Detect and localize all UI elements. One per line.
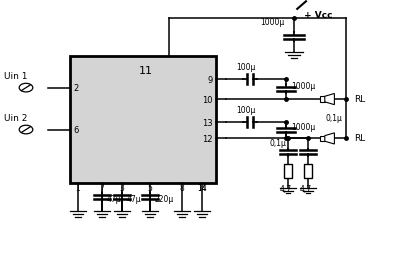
Text: 1000μ: 1000μ [260,18,284,27]
Text: 100μ: 100μ [236,106,256,115]
Text: 220μ: 220μ [155,195,174,204]
Text: 10: 10 [202,96,213,105]
Text: RL: RL [354,134,365,143]
Text: 47μ: 47μ [107,195,122,204]
Text: 12: 12 [202,135,213,144]
Text: RL: RL [354,94,365,104]
Text: 0,1μ: 0,1μ [269,139,286,148]
Text: 47μ: 47μ [127,195,142,204]
Text: 100μ: 100μ [236,63,256,72]
Polygon shape [325,133,334,144]
Bar [320,136,325,141]
Text: 14: 14 [197,184,207,193]
Text: 1: 1 [76,184,80,193]
Text: 7: 7 [100,184,104,193]
Text: 4,7: 4,7 [280,185,292,194]
Text: 1000μ: 1000μ [291,82,315,91]
Text: Uin 2: Uin 2 [4,114,27,123]
Text: 8: 8 [180,184,184,193]
Text: 9: 9 [208,75,213,85]
Text: 11: 11 [139,66,153,76]
Bar [304,165,312,178]
Bar [70,56,216,183]
Text: + Vcc: + Vcc [304,11,332,20]
Text: Uin 1: Uin 1 [4,72,28,81]
Text: 5: 5 [148,184,152,193]
Text: 2: 2 [73,84,78,93]
Text: 1000μ: 1000μ [291,123,315,132]
Bar [284,165,292,178]
Text: 13: 13 [202,119,213,128]
Text: 14: 14 [197,184,207,193]
Bar [320,96,325,102]
Polygon shape [325,93,334,105]
Text: 6: 6 [73,126,78,135]
Text: 4,7: 4,7 [300,185,312,194]
Text: 0,1μ: 0,1μ [325,114,342,123]
Text: 3: 3 [120,184,124,193]
